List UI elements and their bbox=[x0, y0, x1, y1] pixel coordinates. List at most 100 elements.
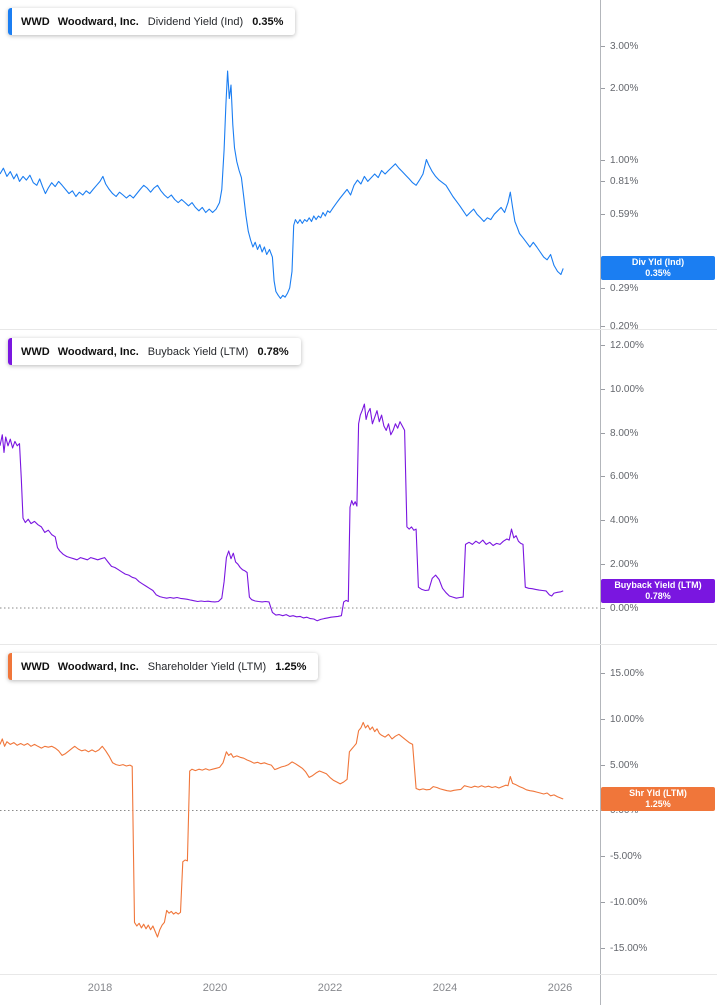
company-name: Woodward, Inc. bbox=[57, 660, 139, 673]
tick-mark bbox=[601, 388, 605, 390]
y-axis-tick: 0.59% bbox=[601, 208, 638, 220]
y-axis-tick: 15.00% bbox=[601, 667, 644, 679]
price-flag-value: 0.35% bbox=[645, 268, 671, 278]
y-axis-tick: 6.00% bbox=[601, 470, 638, 482]
shareholder-yield-line bbox=[0, 721, 564, 938]
company-name: Woodward, Inc. bbox=[57, 15, 139, 28]
tick-mark bbox=[601, 855, 605, 857]
tick-label: 1.00% bbox=[610, 154, 639, 166]
tick-mark bbox=[601, 159, 605, 161]
ticker-symbol: WWD bbox=[21, 15, 50, 28]
tick-mark bbox=[601, 87, 605, 89]
buyback-y-axis[interactable]: 12.00% 10.00% 8.00% 6.00% 4.00% 2.00% 0.00% bbox=[600, 330, 717, 644]
y-axis-tick: 12.00% bbox=[601, 339, 644, 351]
y-axis-tick: 0.29% bbox=[601, 282, 638, 294]
tick-label: 2.00% bbox=[610, 82, 639, 94]
metric-name: Dividend Yield (Ind) bbox=[147, 15, 244, 28]
y-axis-tick: -15.00% bbox=[601, 942, 647, 954]
y-axis-tick: -5.00% bbox=[601, 850, 642, 862]
dividend-price-flag: Div Yld (Ind) 0.35% bbox=[601, 256, 715, 280]
shareholder-legend[interactable]: WWD Woodward, Inc. Shareholder Yield (LT… bbox=[8, 653, 319, 680]
tick-mark bbox=[601, 607, 605, 609]
tick-mark bbox=[601, 45, 605, 47]
y-axis-tick: 0.81% bbox=[601, 175, 638, 187]
tick-label: -10.00% bbox=[610, 896, 648, 908]
y-axis-tick: 10.00% bbox=[601, 713, 644, 725]
tick-label: 0.59% bbox=[610, 208, 639, 220]
tick-label: 3.00% bbox=[610, 40, 639, 52]
y-axis-tick: 1.00% bbox=[601, 154, 638, 166]
tick-label: 0.29% bbox=[610, 282, 639, 294]
tick-label: 4.00% bbox=[610, 514, 639, 526]
x-axis-label: 2020 bbox=[202, 982, 228, 994]
tick-mark bbox=[601, 947, 605, 949]
dividend-legend[interactable]: WWD Woodward, Inc. Dividend Yield (Ind) … bbox=[8, 8, 296, 35]
shareholder-price-flag: Shr Yld (LTM) 1.25% bbox=[601, 787, 715, 811]
legend-color-bar bbox=[8, 338, 12, 365]
ticker-symbol: WWD bbox=[21, 345, 50, 358]
tick-label: 15.00% bbox=[610, 667, 644, 679]
y-axis-tick: -10.00% bbox=[601, 896, 647, 908]
tick-mark bbox=[601, 325, 605, 327]
metric-name: Buyback Yield (LTM) bbox=[147, 345, 249, 358]
y-axis-tick: 8.00% bbox=[601, 427, 638, 439]
y-axis-tick: 0.20% bbox=[601, 320, 638, 332]
tick-mark bbox=[601, 287, 605, 289]
legend-color-bar bbox=[8, 8, 12, 35]
dividend-y-axis[interactable]: 3.00% 2.00% 1.00% 0.81% 0.59% 0.29% 0.20% bbox=[600, 0, 717, 332]
tick-label: 6.00% bbox=[610, 470, 639, 482]
x-axis-corner bbox=[600, 975, 717, 1005]
y-axis-tick: 4.00% bbox=[601, 514, 638, 526]
panel-dividend-yield: 3.00% 2.00% 1.00% 0.81% 0.59% 0.29% 0.20% WWD … bbox=[0, 0, 717, 332]
tick-label: -15.00% bbox=[610, 942, 648, 954]
price-flag-value: 0.78% bbox=[645, 591, 671, 601]
buyback-price-flag: Buyback Yield (LTM) 0.78% bbox=[601, 579, 715, 603]
dividend-yield-chart[interactable] bbox=[0, 0, 600, 329]
tick-mark bbox=[601, 180, 605, 182]
tick-label: 2.00% bbox=[610, 558, 639, 570]
tick-mark bbox=[601, 344, 605, 346]
tick-mark bbox=[601, 764, 605, 766]
tick-label: 8.00% bbox=[610, 427, 639, 439]
tick-label: 0.00% bbox=[610, 602, 639, 614]
x-axis-label: 2026 bbox=[547, 982, 573, 994]
tick-mark bbox=[601, 519, 605, 521]
tick-label: 0.20% bbox=[610, 320, 639, 332]
tick-mark bbox=[601, 563, 605, 565]
tick-label: -5.00% bbox=[610, 850, 642, 862]
tick-label: 5.00% bbox=[610, 759, 639, 771]
x-axis-label: 2024 bbox=[432, 982, 458, 994]
panel-shareholder-yield: 15.00%10.00%5.00%0.00%-5.00%-10.00%-15.0… bbox=[0, 645, 717, 975]
y-axis-tick: 5.00% bbox=[601, 759, 638, 771]
panel-buyback-yield: 12.00% 10.00% 8.00% 6.00% 4.00% 2.00% 0.00% WW… bbox=[0, 330, 717, 645]
tick-label: 10.00% bbox=[610, 383, 644, 395]
x-axis-label: 2022 bbox=[317, 982, 343, 994]
buyback-yield-chart[interactable] bbox=[0, 330, 600, 644]
tick-mark bbox=[601, 213, 605, 215]
buyback-yield-line bbox=[0, 403, 564, 622]
tick-mark bbox=[601, 672, 605, 674]
y-axis-tick: 3.00% bbox=[601, 40, 638, 52]
y-axis-tick: 2.00% bbox=[601, 82, 638, 94]
tick-label: 10.00% bbox=[610, 713, 644, 725]
legend-color-bar bbox=[8, 653, 12, 680]
y-axis-tick: 2.00% bbox=[601, 558, 638, 570]
tick-mark bbox=[601, 432, 605, 434]
tick-mark bbox=[601, 901, 605, 903]
tick-label: 0.81% bbox=[610, 175, 639, 187]
buyback-legend[interactable]: WWD Woodward, Inc. Buyback Yield (LTM) 0… bbox=[8, 338, 301, 365]
y-axis-tick: 10.00% bbox=[601, 383, 644, 395]
dividend-yield-line bbox=[0, 70, 564, 299]
company-name: Woodward, Inc. bbox=[57, 345, 139, 358]
tick-mark bbox=[601, 718, 605, 720]
x-axis-label: 2018 bbox=[87, 982, 113, 994]
price-flag-line: Shr Yld (LTM) bbox=[629, 788, 687, 798]
tick-mark bbox=[601, 475, 605, 477]
metric-value: 1.25% bbox=[275, 660, 307, 673]
price-flag-value: 1.25% bbox=[645, 799, 671, 809]
x-axis[interactable]: 2018 2020 2022 2024 2026 bbox=[0, 975, 717, 1005]
shareholder-yield-chart[interactable] bbox=[0, 645, 600, 974]
metric-value: 0.35% bbox=[252, 15, 284, 28]
y-axis-tick: 0.00% bbox=[601, 602, 638, 614]
